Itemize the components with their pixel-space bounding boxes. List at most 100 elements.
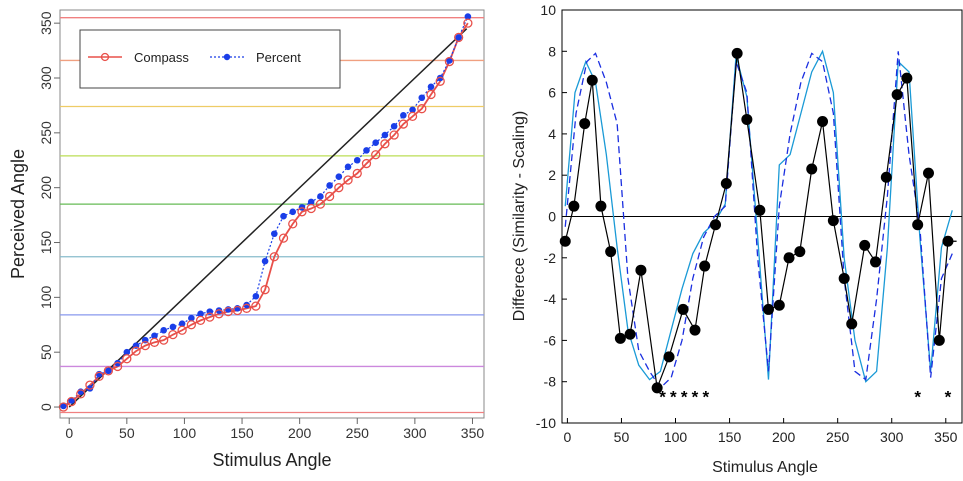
difference-point — [568, 200, 580, 212]
legend-box — [79, 29, 341, 89]
compass-point — [343, 175, 353, 185]
percent-point — [455, 34, 462, 41]
percent-point — [252, 292, 260, 300]
legend-percent-label: Percent — [256, 50, 301, 65]
compass-point — [407, 111, 418, 122]
percent-point — [60, 402, 67, 410]
compass-point — [159, 335, 169, 345]
percent-point — [372, 139, 379, 147]
difference-point — [880, 171, 892, 183]
compass-point — [149, 337, 160, 347]
y-tick-label: 6 — [548, 85, 556, 101]
percent-point — [86, 385, 94, 392]
compass-point — [297, 207, 307, 217]
legend-compass-label: Compass — [134, 50, 189, 65]
x-tick-label: 100 — [664, 429, 688, 445]
percent-point — [317, 193, 324, 200]
x-tick-label: 350 — [934, 429, 958, 445]
y-tick-label: -10 — [536, 415, 556, 431]
percent-point — [68, 397, 75, 404]
percent-point — [418, 94, 426, 102]
x-tick-label: 250 — [346, 425, 370, 441]
compass-point — [334, 183, 344, 193]
significance-star: * — [692, 387, 699, 406]
x-tick-label: 200 — [772, 429, 796, 445]
difference-point — [870, 256, 882, 268]
compass-point — [435, 76, 445, 86]
x-tick-label: 100 — [173, 425, 197, 441]
compass-point — [454, 32, 464, 43]
significance-star: * — [914, 387, 921, 406]
left-y-axis: 0 50 100 150 200 250 300 350 — [38, 11, 60, 411]
compass-point — [315, 199, 326, 209]
percent-point — [446, 57, 453, 64]
difference-point — [595, 200, 607, 212]
percent-point — [123, 348, 131, 356]
x-tick-label: 0 — [564, 429, 572, 445]
percent-point — [353, 156, 361, 164]
x-tick-label: 0 — [65, 425, 73, 441]
compass-point — [352, 168, 362, 179]
y-tick-label: 100 — [38, 285, 54, 309]
compass-point — [380, 139, 390, 149]
percent-point — [215, 307, 223, 314]
difference-chart: * * * * * * * 0 50 100 150 200 250 300 350 -10-8-6-4-… — [511, 2, 963, 476]
x-tick-label: 250 — [826, 429, 850, 445]
significance-star: * — [945, 387, 952, 406]
difference-point — [741, 113, 753, 125]
difference-point — [754, 204, 766, 216]
percent-point — [114, 359, 121, 367]
y-tick-label: 0 — [38, 403, 54, 411]
difference-point — [605, 246, 617, 258]
percent-point — [188, 314, 195, 322]
legend-compass-marker — [100, 52, 110, 62]
compass-point — [195, 315, 206, 326]
left-plot-frame — [59, 9, 485, 419]
compass-point — [306, 203, 316, 214]
percent-point — [427, 83, 435, 91]
legend-percent-marker — [223, 53, 231, 61]
compass-point — [260, 285, 270, 295]
compass-point — [168, 329, 178, 340]
percent-point — [105, 367, 112, 375]
difference-point — [710, 219, 722, 231]
y-tick-label: 300 — [38, 66, 54, 90]
x-tick-label: 300 — [880, 429, 904, 445]
compass-point — [223, 306, 233, 317]
difference-point — [794, 246, 806, 258]
compass-point — [186, 320, 196, 330]
difference-point — [663, 351, 675, 363]
y-tick-label: -8 — [544, 374, 557, 390]
left-x-axis: 0 50 100 150 200 250 300 350 — [65, 418, 484, 441]
difference-point — [933, 334, 945, 346]
compass-point — [205, 312, 215, 322]
compass-point — [371, 150, 381, 160]
compass-point — [242, 303, 252, 313]
percent-point — [243, 301, 250, 309]
percent-point — [178, 320, 186, 327]
x-tick-label: 50 — [119, 425, 135, 441]
compass-point — [398, 119, 408, 129]
percent-point — [381, 131, 389, 139]
percent-point — [344, 163, 352, 171]
compass-point — [361, 158, 372, 169]
compass-point — [122, 354, 132, 364]
percent-point — [335, 173, 343, 181]
difference-point — [579, 118, 591, 130]
right-y-axis: -10 -8 -6 -4 -2 0 2 4 6 8 10 — [536, 2, 567, 431]
difference-point — [731, 47, 743, 59]
compass-point — [251, 301, 261, 311]
percent-point — [160, 326, 167, 334]
difference-point — [912, 219, 924, 231]
percent-point — [326, 182, 333, 189]
right-x-axis: 0 50 100 150 200 250 300 350 — [564, 418, 958, 445]
y-tick-label: 2 — [548, 167, 556, 183]
legend: Compass Percent — [79, 29, 341, 89]
y-tick-label: -4 — [544, 291, 557, 307]
compass-point — [112, 361, 123, 372]
y-tick-label: -6 — [544, 332, 557, 348]
right-x-axis-label: Stimulus Angle — [712, 459, 818, 476]
x-tick-label: 200 — [288, 425, 312, 441]
y-tick-label: 4 — [548, 126, 556, 142]
difference-point — [901, 72, 913, 84]
